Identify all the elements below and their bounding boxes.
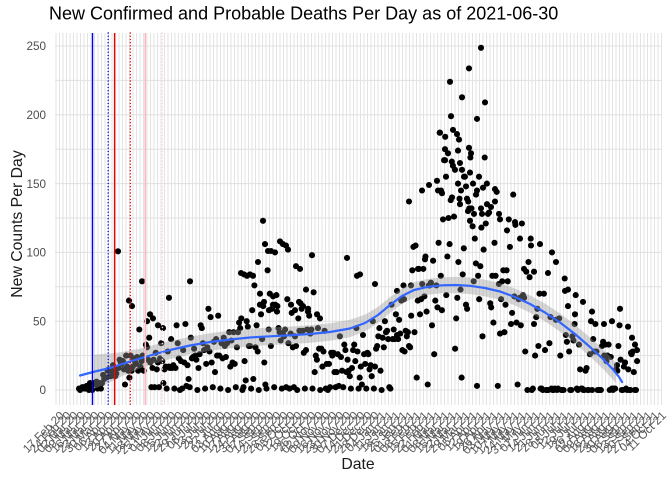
svg-text:0: 0 [39,384,46,397]
svg-text:250: 250 [26,40,46,53]
svg-text:New Confirmed and Probable Dea: New Confirmed and Probable Deaths Per Da… [49,4,558,24]
svg-text:150: 150 [26,178,46,191]
svg-text:100: 100 [26,247,46,260]
svg-text:Date: Date [341,456,375,473]
svg-text:50: 50 [33,315,47,328]
svg-text:200: 200 [26,109,46,122]
svg-text:New Counts Per Day: New Counts Per Day [9,150,26,298]
